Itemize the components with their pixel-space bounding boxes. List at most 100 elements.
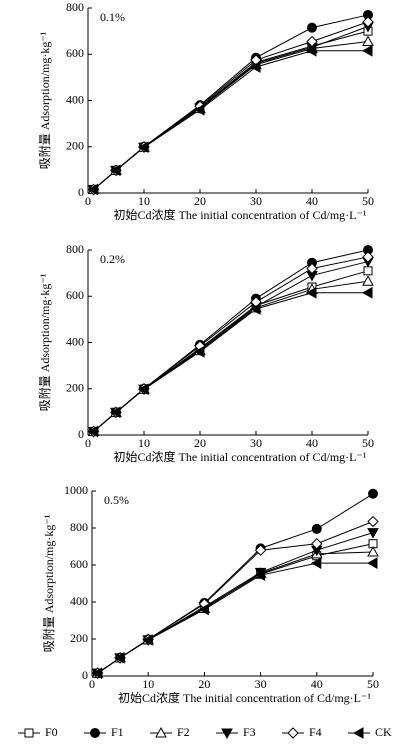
y-tick-label: 400 [70, 594, 88, 608]
marker [249, 303, 261, 315]
x-tick-label: 30 [250, 436, 262, 450]
x-tick-label: 30 [250, 194, 262, 208]
legend-marker [287, 727, 299, 739]
x-axis-label: 初始Cd浓度 The initial concentration of Cd/m… [114, 449, 367, 464]
y-tick-label: 0 [78, 185, 84, 199]
marker [249, 61, 261, 73]
legend-label: F1 [111, 725, 124, 739]
x-tick-label: 50 [367, 677, 379, 691]
y-tick-label: 0 [82, 668, 88, 682]
series-line [93, 41, 369, 190]
marker [114, 652, 125, 664]
marker [109, 164, 121, 177]
series-line: F0 [93, 270, 369, 432]
marker [142, 634, 153, 646]
series-line: CK [97, 562, 373, 674]
marker [362, 275, 374, 286]
x-tick-label: 20 [194, 436, 206, 450]
legend-marker [352, 727, 364, 739]
legend-marker [90, 728, 100, 738]
x-tick-label: 20 [194, 194, 206, 208]
series-line: F2 [97, 551, 374, 674]
x-tick-label: 0 [85, 436, 91, 450]
legend-marker [221, 728, 233, 740]
y-axis-label: 吸附量 Adsorption/mg·kg⁻¹ [38, 273, 52, 411]
marker [367, 515, 379, 528]
marker [307, 22, 317, 33]
marker [91, 667, 103, 680]
y-tick-label: 200 [66, 381, 84, 395]
series-line: CK [93, 292, 368, 432]
marker [254, 569, 266, 582]
series-line: F1 [93, 249, 369, 432]
x-tick-label: 40 [306, 194, 318, 208]
y-tick-label: 400 [66, 92, 84, 106]
y-tick-label: 0 [78, 427, 84, 441]
legend-marker [155, 726, 167, 738]
x-axis-label: 初始Cd浓度 The initial concentration of Cd/m… [118, 690, 371, 705]
y-tick-label: 800 [70, 520, 88, 534]
marker [137, 141, 149, 154]
y-tick-label: 400 [66, 334, 84, 348]
series-line: F2 [93, 280, 369, 432]
marker [87, 183, 99, 196]
series-line [93, 14, 369, 190]
marker [109, 406, 121, 419]
annotation: 0.5% [104, 493, 129, 507]
x-tick-label: 30 [255, 677, 267, 691]
marker [87, 425, 99, 438]
x-tick-label: 10 [142, 677, 154, 691]
marker [366, 557, 378, 569]
series-line: F4 [97, 521, 374, 674]
series-line [93, 50, 368, 190]
marker [198, 603, 209, 616]
y-tick-label: 800 [66, 242, 84, 256]
x-tick-label: 50 [362, 436, 374, 450]
annotation: 0.1% [100, 10, 125, 24]
marker [137, 383, 149, 396]
marker [361, 286, 373, 299]
x-tick-label: 50 [362, 194, 374, 208]
x-tick-label: 0 [85, 194, 91, 208]
y-tick-label: 200 [66, 139, 84, 153]
x-tick-label: 20 [198, 677, 210, 691]
legend-label: F2 [177, 725, 190, 739]
marker [310, 557, 322, 569]
marker [193, 345, 205, 358]
annotation: 0.2% [100, 252, 125, 266]
marker [305, 286, 317, 299]
legend-label: F3 [243, 725, 256, 739]
marker [311, 538, 323, 550]
y-tick-label: 600 [66, 288, 84, 302]
marker [362, 35, 374, 47]
legend-marker [24, 728, 34, 738]
marker [311, 523, 322, 534]
y-tick-label: 200 [70, 631, 88, 645]
marker [305, 44, 317, 57]
x-tick-label: 0 [89, 677, 95, 691]
y-tick-label: 600 [66, 46, 84, 60]
marker [362, 16, 374, 28]
y-tick-label: 600 [70, 557, 88, 571]
marker [367, 528, 379, 539]
marker [362, 251, 374, 263]
series-line [93, 30, 369, 190]
marker [254, 544, 267, 556]
marker [361, 44, 373, 57]
y-axis-label: 吸附量 Adsorption/mg·kg⁻¹ [38, 31, 52, 169]
marker [193, 103, 205, 116]
marker [306, 262, 318, 275]
marker [306, 35, 318, 48]
y-tick-label: 1000 [64, 483, 88, 497]
x-tick-label: 10 [138, 194, 150, 208]
x-tick-label: 40 [306, 436, 318, 450]
legend-label: CK [375, 725, 392, 739]
y-axis-label: 吸附量 Adsorption/mg·kg⁻¹ [42, 514, 56, 652]
marker [367, 546, 379, 557]
y-tick-label: 800 [66, 0, 84, 14]
legend-label: F0 [45, 725, 58, 739]
x-tick-label: 10 [138, 436, 150, 450]
marker [363, 266, 373, 276]
marker [368, 488, 378, 499]
